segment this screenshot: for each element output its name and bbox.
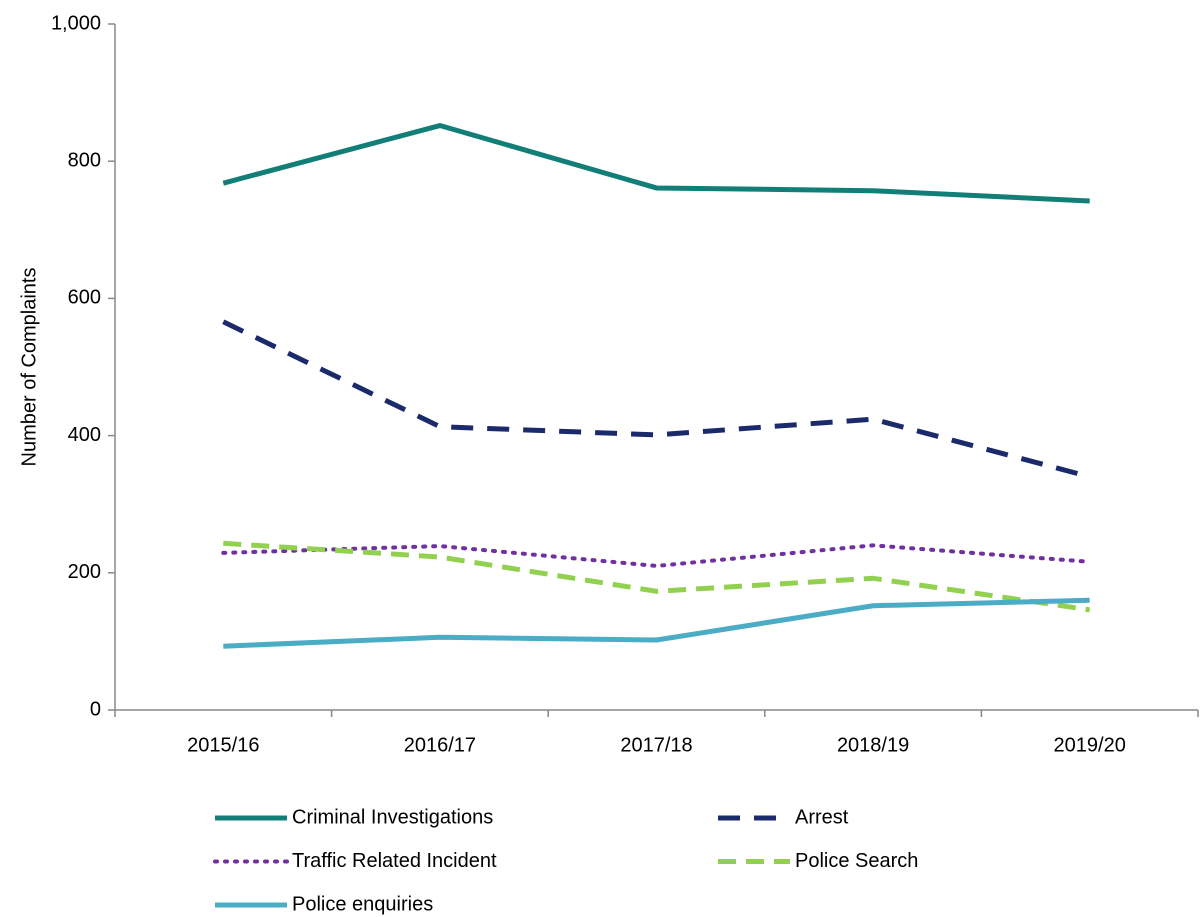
y-tick-label: 400 xyxy=(68,424,101,446)
y-tick-label: 600 xyxy=(68,287,101,309)
legend-label: Police Search xyxy=(795,850,918,872)
x-tick-label: 2019/20 xyxy=(1054,734,1126,756)
line-series xyxy=(223,540,1091,613)
line-series xyxy=(222,319,1091,480)
y-tick-label: 800 xyxy=(68,149,101,171)
legend-label: Arrest xyxy=(795,806,849,828)
legend-label: Traffic Related Incident xyxy=(292,850,497,872)
y-tick-label: 0 xyxy=(90,698,101,720)
line-series xyxy=(223,597,1090,649)
y-tick-label: 1,000 xyxy=(51,12,101,34)
x-tick-label: 2017/18 xyxy=(620,734,692,756)
y-tick-label: 200 xyxy=(68,561,101,583)
line-series xyxy=(221,543,1092,568)
x-tick-label: 2018/19 xyxy=(837,734,909,756)
legend-label: Criminal Investigations xyxy=(292,806,493,828)
legend-label: Police enquiries xyxy=(292,893,433,915)
x-tick-label: 2016/17 xyxy=(404,734,476,756)
y-axis-label: Number of Complaints xyxy=(18,268,40,467)
line-series xyxy=(222,123,1090,204)
x-tick-label: 2015/16 xyxy=(187,734,259,756)
